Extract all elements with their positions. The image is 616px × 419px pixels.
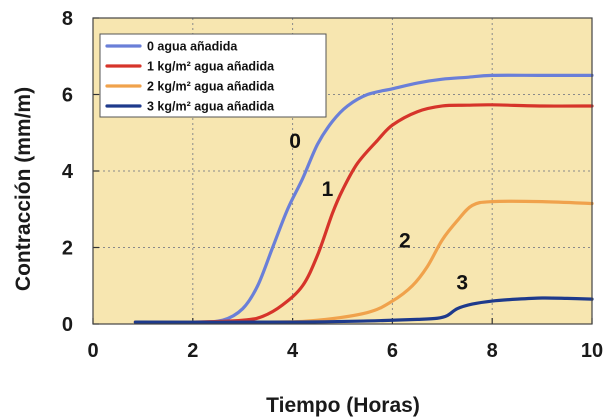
series-label-2: 2 (399, 230, 411, 253)
x-tick-label: 8 (487, 340, 498, 362)
x-tick-label: 10 (581, 340, 603, 362)
legend-entry-1: 1 kg/m² agua añadida (147, 60, 275, 74)
legend-box (99, 33, 327, 118)
x-tick-label: 4 (287, 340, 299, 362)
y-tick-label: 2 (62, 238, 73, 260)
plot-frame (92, 17, 593, 325)
x-tick-label: 2 (187, 340, 198, 362)
x-tick-label: 6 (387, 340, 398, 362)
series-label-3: 3 (456, 272, 468, 295)
legend-entry-3: 3 kg/m² agua añadida (147, 100, 275, 114)
y-tick-label: 4 (62, 161, 74, 183)
series-label-1: 1 (322, 178, 334, 201)
y-tick-label: 0 (62, 314, 73, 336)
x-axis-title: Tiempo (Horas) (266, 394, 420, 417)
series-line-1 (133, 103, 594, 324)
series-label-0: 0 (289, 130, 301, 153)
y-axis-title-group: Contracción (mm/m) (12, 87, 35, 291)
legend: 0 agua añadida 1 kg/m² agua añadida 2 kg/m… (99, 33, 327, 118)
series-line-3 (133, 296, 594, 324)
y-axis-title: Contracción (mm/m) (12, 87, 35, 291)
y-tick-label: 8 (62, 8, 73, 30)
y-tick-label: 6 (62, 85, 73, 107)
legend-entry-2: 2 kg/m² agua añadida (147, 80, 275, 94)
series-line-0 (133, 73, 594, 324)
x-tick-label: 0 (87, 340, 98, 362)
legend-entry-0: 0 agua añadida (147, 40, 238, 54)
